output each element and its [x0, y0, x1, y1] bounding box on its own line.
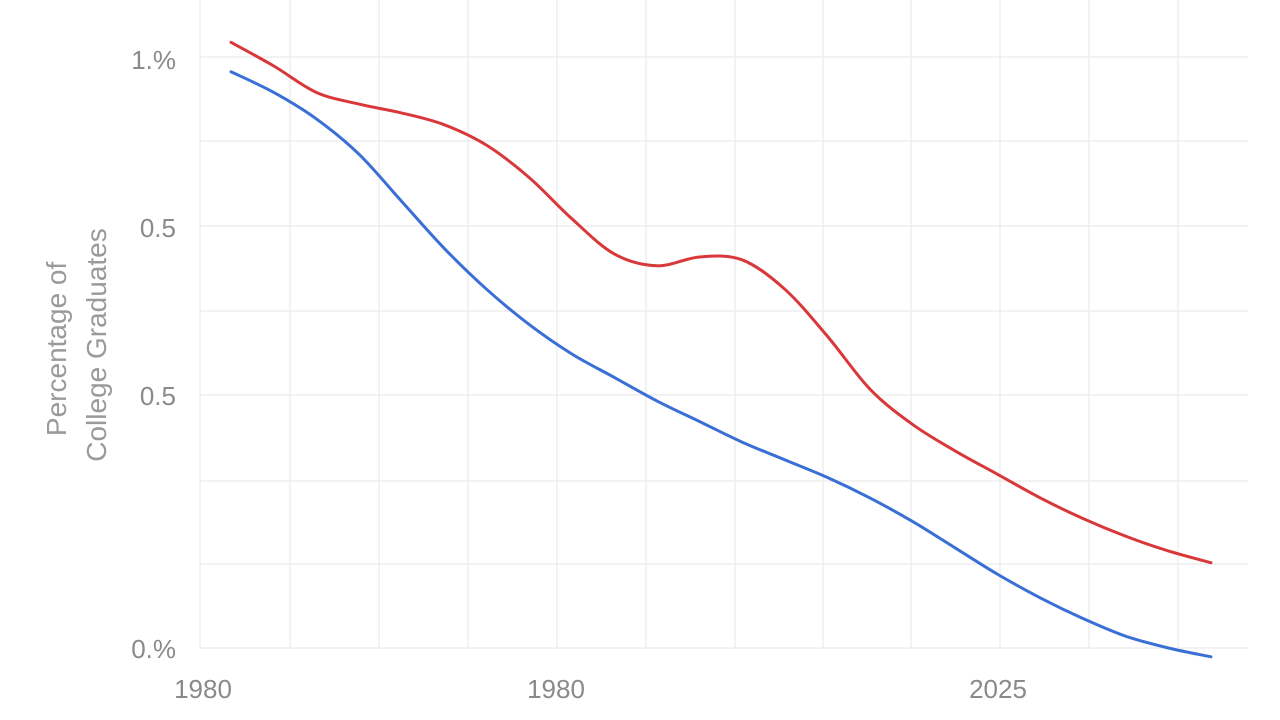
- x-tick-label: 1980: [174, 674, 232, 704]
- y-tick-label: 0.5: [140, 381, 176, 411]
- y-tick-label: 0.%: [131, 634, 176, 664]
- x-tick-label: 1980: [527, 674, 585, 704]
- y-tick-label: 0.5: [140, 213, 176, 243]
- y-axis-title-line-1: Percentage of: [41, 261, 72, 436]
- y-tick-label: 1.%: [131, 45, 176, 75]
- y-axis-ticks: 1.% 0.5 0.5 0.%: [131, 45, 176, 664]
- series-line-red: [229, 40, 1213, 565]
- series-line-blue: [229, 70, 1213, 659]
- series-lines: [229, 40, 1213, 659]
- x-tick-label: 2025: [969, 674, 1027, 704]
- grid: [199, 0, 1248, 649]
- y-axis-title-line-2: College Graduates: [81, 228, 112, 461]
- y-axis-title: Percentage of College Graduates: [41, 228, 112, 461]
- x-axis-ticks: 1980 1980 2025: [174, 674, 1027, 704]
